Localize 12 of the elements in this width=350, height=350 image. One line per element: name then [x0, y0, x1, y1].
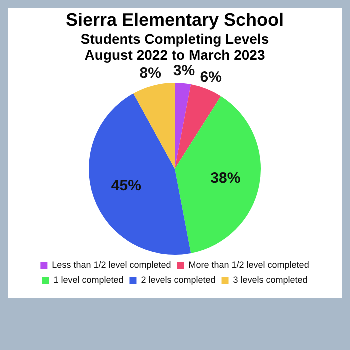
chart-subtitle: Students Completing Levels August 2022 to March 2023 — [80, 31, 270, 63]
chart-title: Sierra Elementary School — [64, 10, 286, 31]
data-label: 45% — [111, 178, 142, 195]
data-label: 6% — [200, 68, 222, 86]
legend-label: More than 1/2 level completed — [188, 260, 310, 270]
legend-label: Less than 1/2 level completed — [52, 260, 172, 270]
data-label: 8% — [140, 65, 162, 82]
data-label: 38% — [210, 170, 241, 187]
data-label: 3% — [173, 62, 196, 80]
legend-label: 2 levels completed — [141, 274, 216, 285]
legend-label: 3 levels completed — [233, 274, 308, 285]
legend-label: 1 level completed — [54, 274, 124, 285]
